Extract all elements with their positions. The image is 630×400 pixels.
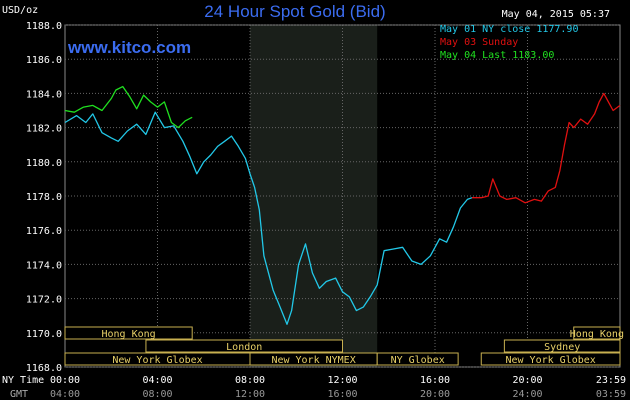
y-tick-label: 1168.0 — [26, 363, 62, 374]
x-tick-label-gmt: 20:00 — [420, 389, 450, 400]
legend-item-sunday: May 03 Sunday — [440, 37, 518, 48]
y-tick-label: 1170.0 — [26, 329, 62, 340]
x-tick-label-ny: 23:59 — [596, 375, 626, 386]
session-box — [64, 326, 193, 340]
ny-time-label: NY Time — [2, 375, 44, 386]
session-label: New York Globex — [112, 355, 202, 366]
series-line-0 — [64, 111, 473, 325]
legend: May 01 NY close 1177.90 May 03 Sunday Ma… — [440, 24, 578, 61]
legend-item-last: May 04 Last 1183.00 — [440, 50, 554, 61]
x-tick-label-ny: 04:00 — [142, 375, 172, 386]
x-tick-label-ny: 00:00 — [50, 375, 80, 386]
session-label: Sydney — [544, 342, 580, 353]
x-tick-label-gmt: 08:00 — [142, 389, 172, 400]
date-label: May 04, 2015 05:37 — [502, 9, 610, 20]
y-tick-label: 1178.0 — [26, 192, 62, 203]
session-box — [480, 352, 621, 366]
y-tick-label: 1184.0 — [26, 89, 62, 100]
x-tick-label-gmt: 24:00 — [512, 389, 542, 400]
series-line-2 — [64, 85, 193, 129]
legend-item-ny-close: May 01 NY close 1177.90 — [440, 24, 578, 35]
x-tick-label-ny: 16:00 — [420, 375, 450, 386]
chart-title: 24 Hour Spot Gold (Bid) — [204, 2, 385, 21]
x-tick-label-gmt: 03:59 — [596, 389, 626, 400]
x-tick-label-gmt: 12:00 — [235, 389, 265, 400]
y-tick-label: 1186.0 — [26, 55, 62, 66]
session-label: Hong Kong — [570, 329, 624, 340]
session-label: NY Globex — [391, 355, 445, 366]
x-tick-label-gmt: 16:00 — [327, 389, 357, 400]
session-label: Hong Kong — [102, 329, 156, 340]
session-label: London — [226, 342, 262, 353]
session-label: New York Globex — [505, 355, 595, 366]
site-label: www.kitco.com — [67, 38, 191, 57]
x-tick-label-ny: 20:00 — [512, 375, 542, 386]
y-tick-label: 1172.0 — [26, 295, 62, 306]
session-box — [145, 339, 343, 353]
x-tick-label-gmt: 04:00 — [50, 389, 80, 400]
x-tick-label-ny: 08:00 — [235, 375, 265, 386]
session-box — [573, 326, 621, 340]
session-label: New York NYMEX — [271, 355, 355, 366]
y-tick-label: 1176.0 — [26, 226, 62, 237]
units-label: USD/oz — [2, 5, 38, 16]
x-tick-label-ny: 12:00 — [327, 375, 357, 386]
session-box — [376, 352, 459, 366]
y-tick-label: 1180.0 — [26, 158, 62, 169]
y-tick-label: 1174.0 — [26, 260, 62, 271]
y-tick-label: 1188.0 — [26, 21, 62, 32]
y-tick-label: 1182.0 — [26, 124, 62, 135]
series-line-1 — [472, 92, 621, 204]
session-box — [503, 339, 621, 353]
gmt-label: GMT — [10, 389, 28, 400]
